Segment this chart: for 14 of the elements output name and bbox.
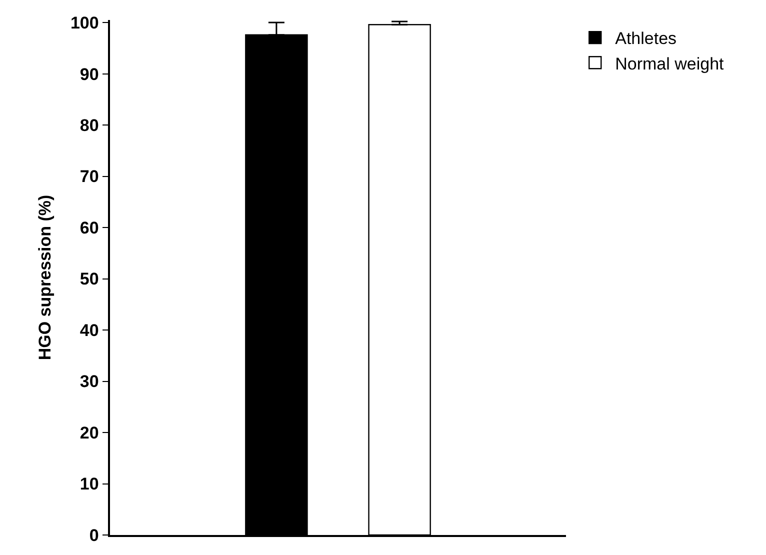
y-tick-label: 50 bbox=[80, 270, 99, 289]
y-tick-label: 100 bbox=[70, 14, 99, 33]
y-tick-label: 80 bbox=[80, 116, 99, 135]
legend-label: Normal weight bbox=[615, 54, 724, 74]
y-axis-title: HGO supression (%) bbox=[36, 194, 55, 360]
y-tick-label: 20 bbox=[80, 423, 99, 442]
y-tick-label: 30 bbox=[80, 372, 99, 392]
y-tick-label: 60 bbox=[80, 218, 99, 238]
y-tick-label: 70 bbox=[80, 167, 99, 186]
legend-label: Athletes bbox=[615, 29, 677, 48]
y-tick-label: 0 bbox=[89, 526, 99, 545]
y-tick-label: 40 bbox=[80, 320, 99, 340]
y-tick-label: 10 bbox=[80, 474, 99, 494]
y-tick-label: 90 bbox=[80, 64, 99, 84]
